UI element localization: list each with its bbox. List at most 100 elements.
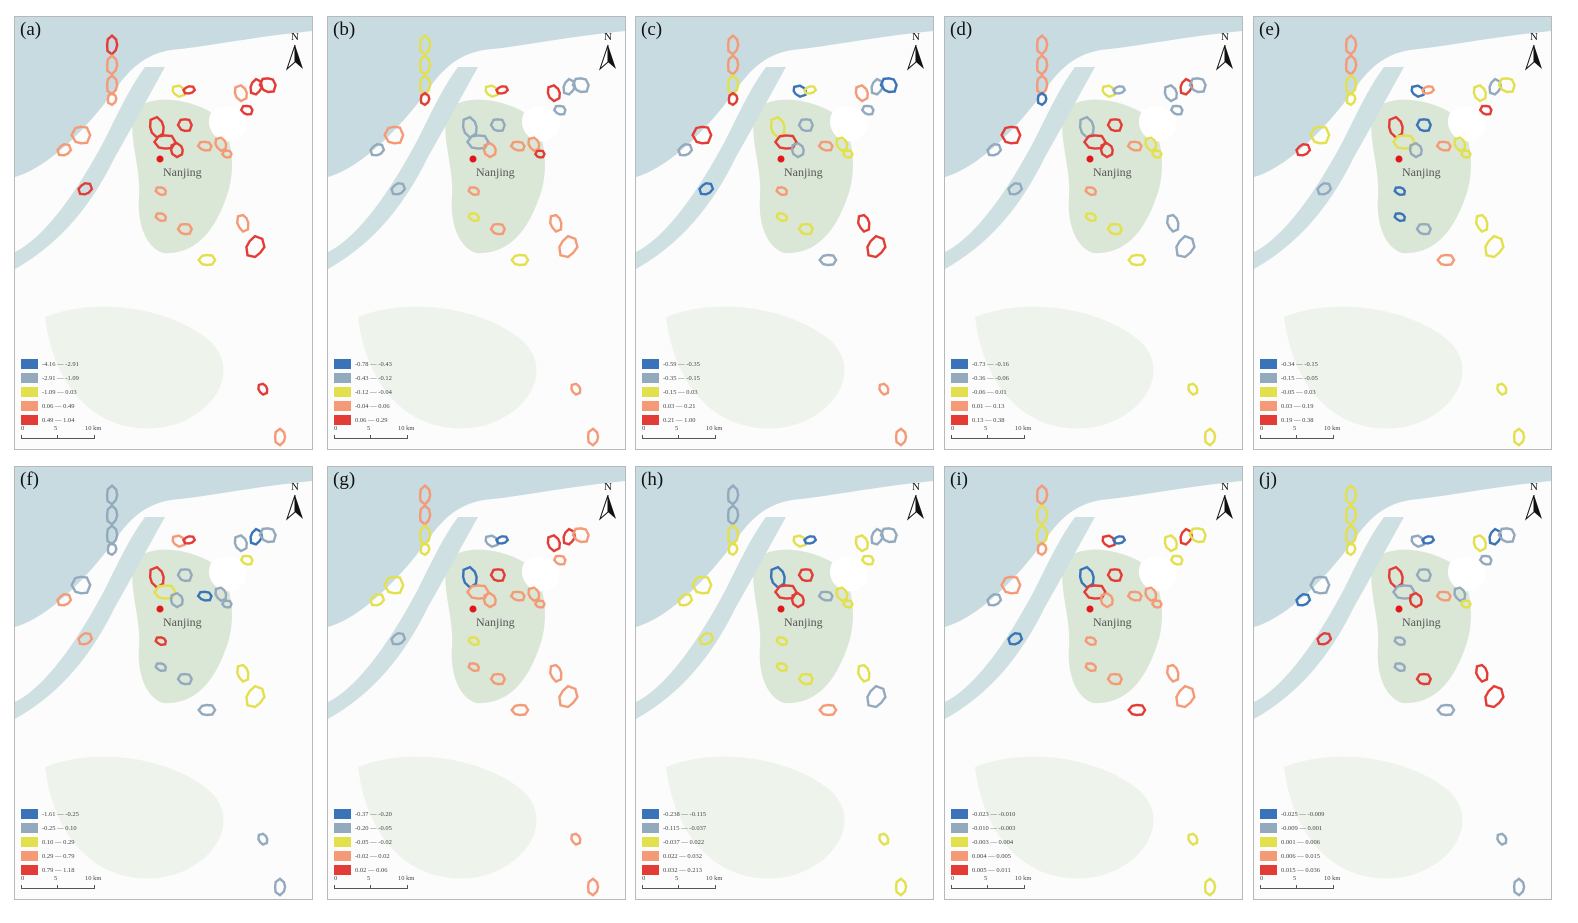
- legend-entry: 0.06 — 0.49: [21, 399, 79, 413]
- legend-swatch: [334, 851, 351, 861]
- zone-outline: [273, 877, 287, 897]
- zone-outline: [418, 503, 432, 526]
- zone-outline: [726, 53, 740, 76]
- zone-outline: [894, 877, 908, 897]
- nanjing-marker: [1395, 155, 1403, 163]
- zone-outline: [1415, 672, 1433, 686]
- legend-entry: -0.20 — -0.05: [334, 821, 392, 835]
- zone-outline: [235, 213, 250, 234]
- legend-swatch: [1260, 865, 1277, 875]
- scale-line: [1260, 435, 1334, 439]
- scale-tick-label: 10 km: [706, 425, 723, 432]
- zone-outline: [866, 684, 887, 709]
- zone-outline: [1106, 568, 1124, 583]
- zone-outline: [802, 535, 818, 545]
- legend-swatch: [951, 359, 968, 369]
- legend-swatch: [334, 373, 351, 383]
- scale-tick-label: 5: [675, 875, 679, 882]
- zone-outline: [1106, 672, 1124, 686]
- zone-outline: [586, 427, 600, 447]
- zone-outline: [214, 586, 228, 603]
- zone-outline: [494, 85, 510, 95]
- legend-entry: -0.115 — -0.037: [642, 821, 706, 835]
- city-label: Nanjing: [476, 615, 515, 629]
- zone-outline: [1420, 85, 1436, 95]
- north-arrow: N: [598, 31, 618, 77]
- zone-outline: [1393, 186, 1407, 197]
- north-label: N: [1221, 481, 1229, 493]
- zone-outline: [181, 535, 197, 545]
- city-label: Nanjing: [163, 615, 202, 629]
- legend-entry: -0.73 — -0.16: [951, 357, 1009, 371]
- zone-outline: [1344, 33, 1358, 56]
- lake: [208, 106, 247, 142]
- zone-outline: [1484, 234, 1505, 259]
- scale-tick-label: 10 km: [85, 875, 102, 882]
- scale-bar: 0 5 10 km: [642, 875, 724, 895]
- legend-swatch: [1260, 851, 1277, 861]
- zone-outline: [1106, 118, 1124, 133]
- zone-outline: [369, 142, 386, 157]
- north-label: N: [1530, 481, 1538, 493]
- zone-outline: [1316, 181, 1333, 196]
- legend-text: -0.15 — 0.03: [663, 388, 698, 396]
- legend-swatch: [951, 865, 968, 875]
- legend-entry: -0.010 — -0.003: [951, 821, 1015, 835]
- zone-outline: [77, 631, 94, 646]
- zone-outline: [1169, 104, 1184, 116]
- legend-swatch: [1260, 401, 1277, 411]
- river-channel: [636, 67, 786, 269]
- zone-outline: [986, 592, 1003, 607]
- basemap: [15, 17, 312, 447]
- zone-outline: [390, 181, 407, 196]
- zone-outline: [105, 483, 119, 506]
- zone-outline: [1035, 523, 1049, 546]
- lake: [521, 106, 560, 142]
- scale-line: [21, 435, 95, 439]
- lake: [521, 556, 560, 592]
- legend-swatch: [951, 401, 968, 411]
- zone-outline: [418, 483, 432, 506]
- legend-entry: -0.003 — 0.004: [951, 835, 1015, 849]
- zone-outline: [860, 104, 875, 116]
- map-panel: (g) Nanjing N -0.37 — -0.20 -0.20 — -0.05 -0.…: [327, 466, 626, 900]
- legend-text: -0.023 — -0.010: [972, 810, 1016, 818]
- legend-swatch: [642, 823, 659, 833]
- legend-swatch: [951, 823, 968, 833]
- yangtze-river: [636, 17, 933, 177]
- legend: -0.78 — -0.43 -0.43 — -0.12 -0.12 — -0.04 -…: [334, 357, 392, 427]
- scale-tick-label: 0: [334, 425, 338, 432]
- zone-outline: [257, 832, 269, 847]
- zone-outline: [1393, 636, 1407, 647]
- city-label: Nanjing: [1093, 615, 1132, 629]
- zone-outline: [835, 136, 849, 153]
- zone-outline: [1007, 181, 1024, 196]
- zone-outline: [1316, 631, 1333, 646]
- scale-line: [334, 435, 408, 439]
- zone-outline: [1345, 541, 1357, 557]
- zone-outline: [245, 684, 266, 709]
- scale-mid-tick: [1296, 435, 1297, 438]
- legend-text: -0.15 — -0.05: [1281, 374, 1318, 382]
- zone-outline: [775, 636, 789, 647]
- legend-text: 0.005 — 0.011: [972, 866, 1011, 874]
- panel-label: (f): [20, 469, 39, 490]
- zone-outline: [797, 222, 815, 236]
- yangtze-river: [328, 17, 625, 177]
- north-arrow: N: [285, 481, 305, 527]
- scale-line: [951, 435, 1025, 439]
- legend-swatch: [21, 809, 38, 819]
- map-panel: (d) Nanjing N -0.73 — -0.16 -0.36 — -0.06 -0.…: [944, 16, 1243, 450]
- legend-text: -2.91 — -1.09: [42, 374, 79, 382]
- zone-outline: [878, 382, 890, 397]
- legend-text: -0.43 — -0.12: [355, 374, 392, 382]
- zone-outline: [197, 703, 217, 717]
- nanjing-marker: [469, 155, 477, 163]
- legend-entry: -0.15 — -0.05: [1260, 371, 1318, 385]
- legend-text: -0.115 — -0.037: [663, 824, 707, 832]
- zone-outline: [482, 591, 497, 609]
- legend-entry: -4.16 — -2.91: [21, 357, 79, 371]
- zone-outline: [1150, 149, 1163, 159]
- zone-outline: [1436, 703, 1456, 717]
- north-label: N: [291, 481, 299, 493]
